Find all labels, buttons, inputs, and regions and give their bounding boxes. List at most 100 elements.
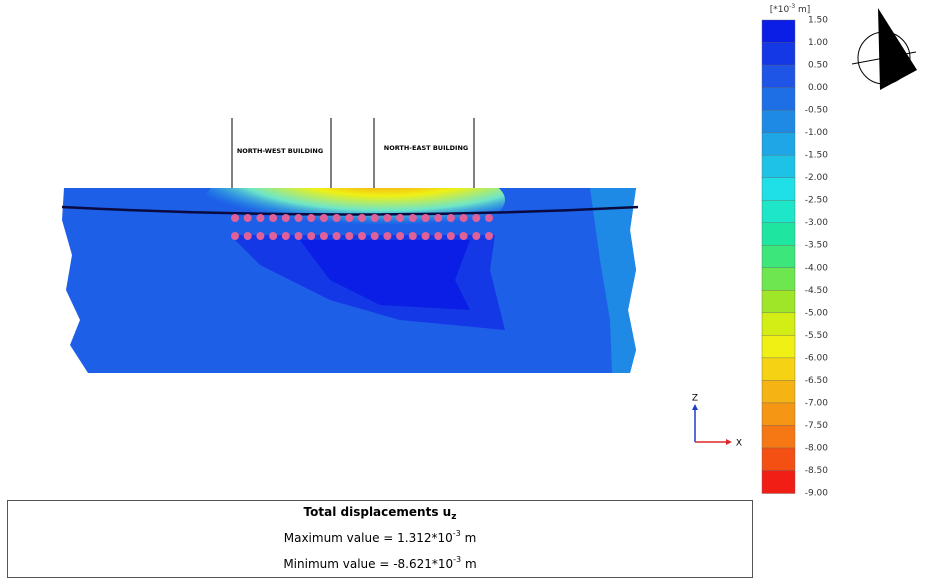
legend: [*10-3 m] 1.50 1.00 0.50 0.00 -0.50 -1.00 -1.5…: [761, 3, 829, 499]
hot-mask: [200, 150, 520, 188]
legend-label: -2.50: [805, 196, 829, 206]
legend-band: [761, 402, 796, 427]
pile: [256, 232, 265, 240]
pile: [459, 232, 468, 240]
building-label: NORTH-WEST BUILDING: [237, 147, 323, 155]
pile: [243, 232, 252, 240]
legend-label: -6.00: [805, 353, 829, 363]
legend-label: -3.50: [805, 241, 829, 251]
max-value: Maximum value = 1.312*10-3 m: [284, 529, 477, 545]
legend-band: [761, 154, 796, 179]
model: NORTH-WEST BUILDING NORTH-EAST BUILDING: [61, 118, 639, 373]
pile: [485, 214, 493, 222]
legend-band: [761, 199, 796, 224]
pile: [294, 214, 303, 222]
pile: [421, 214, 430, 222]
legend-band: [761, 312, 796, 337]
pile: [345, 214, 354, 222]
piles: [231, 214, 493, 240]
pile: [446, 214, 455, 222]
legend-band: [761, 109, 796, 134]
z-arrow: [692, 404, 698, 410]
legend-band: [761, 132, 796, 156]
pile: [281, 214, 290, 222]
max-part: Maximum value = 1.312*10: [284, 531, 453, 545]
pile: [281, 232, 290, 240]
legend-label: -9.00: [805, 489, 829, 499]
pile: [231, 214, 239, 222]
pile: [345, 232, 354, 240]
legend-label: -8.00: [805, 443, 829, 453]
legend-label: -6.50: [805, 376, 829, 386]
pile: [358, 214, 366, 222]
legend-label: 0.00: [808, 83, 828, 93]
x-label: X: [736, 439, 742, 449]
legend-band: [761, 177, 796, 201]
pile: [269, 214, 278, 222]
legend-band: [761, 267, 796, 291]
legend-label: -0.50: [805, 106, 829, 116]
info-box: Total displacements uz Maximum value = 1…: [7, 500, 753, 578]
pile: [319, 214, 328, 222]
pile: [307, 232, 316, 240]
z-label: Z: [692, 394, 698, 404]
legend-unit: [*10-3 m]: [770, 3, 811, 15]
legend-band: [761, 42, 796, 66]
compass-needle: [878, 8, 917, 90]
legend-band: [761, 380, 796, 404]
legend-label: -7.00: [805, 398, 829, 408]
legend-label: -2.00: [805, 173, 829, 183]
min-value: Minimum value = -8.621*10-3 m: [283, 555, 476, 571]
x-arrow: [726, 439, 732, 445]
legend-label: 1.50: [808, 16, 828, 26]
legend-band: [761, 19, 796, 44]
legend-label: -7.50: [805, 421, 829, 431]
legend-band: [761, 447, 796, 472]
legend-label: -1.50: [805, 151, 829, 161]
unit-part: m]: [795, 5, 810, 15]
legend-label: 1.00: [808, 38, 828, 48]
pile: [256, 214, 265, 222]
pile: [332, 214, 341, 222]
legend-label: -1.00: [805, 128, 829, 138]
pile: [396, 232, 405, 240]
legend-band: [761, 245, 796, 269]
compass: [851, 8, 917, 90]
edge-zone: [590, 188, 636, 373]
unit-exp: -3: [789, 3, 795, 10]
pile: [485, 232, 493, 240]
legend-label: -4.50: [805, 286, 829, 296]
pile: [383, 232, 392, 240]
pile: [421, 232, 430, 240]
info-title: Total displacements uz: [304, 505, 457, 522]
legend-label: -3.00: [805, 218, 829, 228]
legend-label: 0.50: [808, 61, 828, 71]
pile: [243, 214, 252, 222]
pile: [446, 232, 455, 240]
pile: [269, 232, 278, 240]
pile: [396, 214, 405, 222]
axis-triad: Z X: [692, 394, 742, 449]
legend-label: -5.50: [805, 331, 829, 341]
pile: [231, 232, 239, 240]
pile: [294, 232, 303, 240]
info-frame: [7, 500, 753, 578]
legend-band: [761, 290, 796, 314]
max-exp: -3: [453, 529, 461, 538]
min-part: m: [461, 557, 477, 571]
legend-band: [761, 222, 796, 246]
title-sub: z: [451, 512, 456, 522]
legend-band: [761, 335, 796, 359]
unit-part: [*10: [770, 5, 790, 15]
legend-band: [761, 470, 796, 494]
building-label: NORTH-EAST BUILDING: [384, 144, 468, 152]
pile: [472, 232, 481, 240]
pile: [307, 214, 316, 222]
pile: [319, 232, 328, 240]
pile: [408, 214, 417, 222]
pile: [472, 214, 481, 222]
title-part: Total displacements u: [304, 505, 452, 519]
